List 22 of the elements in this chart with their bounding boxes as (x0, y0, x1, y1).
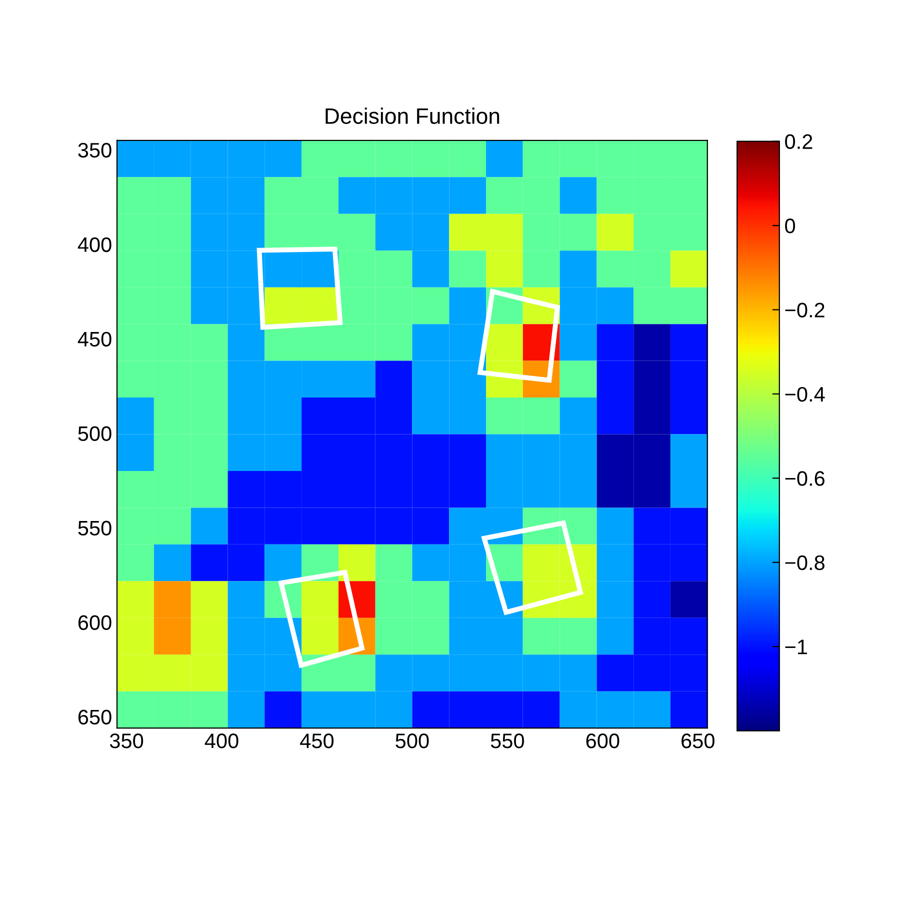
y-tick-label: 400 (78, 237, 112, 252)
color-bar-label: −0.2 (785, 302, 824, 318)
x-tick-label: 550 (490, 734, 524, 748)
color-bar-label: −1 (785, 640, 807, 654)
color-bar-label: −0.4 (785, 386, 825, 402)
chart-title: Decision Function (326, 108, 500, 124)
color-bar-label: −0.8 (785, 555, 824, 570)
color-bar-label: −0.6 (785, 471, 824, 486)
y-tick-label: 500 (78, 426, 112, 442)
y-tick-label: 350 (78, 142, 112, 158)
x-tick-label: 400 (204, 734, 238, 748)
color-bar-label: 0 (785, 218, 796, 234)
y-tick-label: 450 (78, 332, 112, 347)
y-tick-label: 550 (78, 520, 112, 536)
x-tick-label: 350 (110, 734, 144, 748)
color-bar-label: 0.2 (785, 134, 812, 150)
x-tick-label: 450 (300, 734, 334, 748)
y-tick-label: 650 (78, 710, 112, 725)
x-tick-label: 650 (682, 734, 714, 748)
y-tick-label: 600 (78, 615, 112, 630)
x-tick-label: 500 (396, 734, 429, 748)
x-tick-label: 600 (586, 734, 620, 748)
